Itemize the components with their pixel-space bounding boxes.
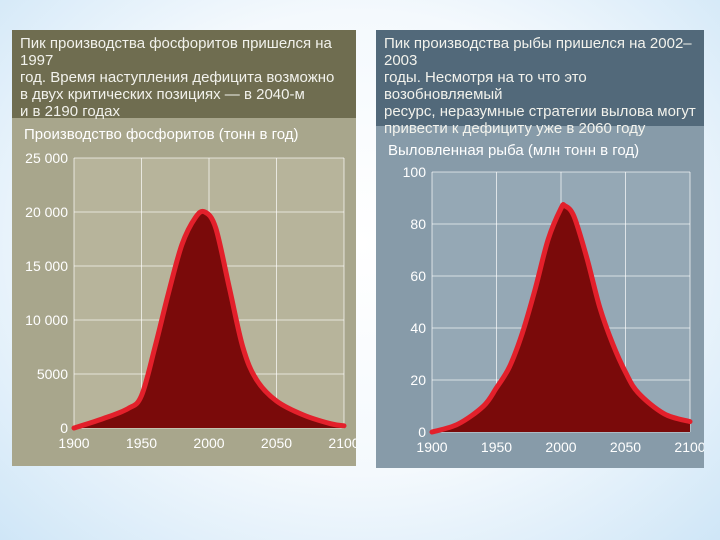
fish-y-tick-label: 60 <box>410 268 426 284</box>
fish-header-line: привести к дефициту уже в 2060 году <box>384 120 646 137</box>
phosphate-header-line: и в 2190 годах <box>20 103 120 120</box>
phosphate-chart-title: Производство фосфоритов (тонн в год) <box>24 126 299 143</box>
phosphate-panel: Пик производства фосфоритов пришелся на … <box>12 30 356 466</box>
phosphate-series-line <box>71 208 347 431</box>
fish-header-line: ресурс, неразумные стратегии вылова могу… <box>384 103 696 120</box>
fish-series-line <box>429 202 693 435</box>
phosphate-chart: 0 5000 10 000 15 000 20 000 25 000 1900 1950 200… <box>25 150 356 451</box>
fish-x-tick-label: 2000 <box>545 439 576 455</box>
phosphate-header-line: год. Время наступления дефицита возможно <box>20 69 335 86</box>
phosphate-header: Пик производства фосфоритов пришелся на … <box>12 30 356 120</box>
phosphate-header-line: в двух критических позициях — в 2040-м <box>20 86 305 103</box>
phosphate-y-tick-label: 15 000 <box>25 258 68 274</box>
fish-y-tick-label: 80 <box>410 216 426 232</box>
phosphate-x-tick-label: 1900 <box>58 435 89 451</box>
phosphate-area-fill <box>74 211 344 428</box>
fish-chart: 0 20 40 60 80 100 1900 1950 2000 2050 2100 <box>403 164 704 455</box>
fish-header-line: Пик производства рыбы пришелся на 2002–2… <box>384 35 692 69</box>
phosphate-y-tick-label: 5000 <box>37 366 68 382</box>
fish-x-tick-label: 1900 <box>416 439 447 455</box>
fish-y-tick-label: 0 <box>418 424 426 440</box>
phosphate-x-tick-label: 2100 <box>328 435 356 451</box>
fish-x-tick-label: 1950 <box>481 439 512 455</box>
fish-header: Пик производства рыбы пришелся на 2002–2… <box>376 30 704 137</box>
fish-header-text: Пик производства рыбы пришелся на 2002–2… <box>376 30 704 137</box>
fish-y-tick-label: 40 <box>410 320 426 336</box>
phosphate-header-text: Пик производства фосфоритов пришелся на … <box>12 30 356 120</box>
fish-panel: Пик производства рыбы пришелся на 2002–2… <box>376 30 704 468</box>
fish-chart-title: Выловленная рыба (млн тонн в год) <box>388 142 640 159</box>
phosphate-header-line: Пик производства фосфоритов пришелся на … <box>20 35 332 69</box>
phosphate-x-tick-label: 2000 <box>193 435 224 451</box>
phosphate-x-tick-label: 2050 <box>261 435 292 451</box>
fish-x-tick-label: 2100 <box>674 439 704 455</box>
phosphate-x-tick-label: 1950 <box>126 435 157 451</box>
fish-header-line: годы. Несмотря на то что это возобновляе… <box>384 69 587 103</box>
fish-x-tick-label: 2050 <box>610 439 641 455</box>
fish-y-tick-label: 20 <box>410 372 426 388</box>
phosphate-y-tick-label: 20 000 <box>25 204 68 220</box>
phosphate-y-tick-label: 25 000 <box>25 150 68 166</box>
phosphate-y-tick-label: 10 000 <box>25 312 68 328</box>
fish-y-tick-label: 100 <box>403 164 427 180</box>
phosphate-y-tick-label: 0 <box>60 420 68 436</box>
